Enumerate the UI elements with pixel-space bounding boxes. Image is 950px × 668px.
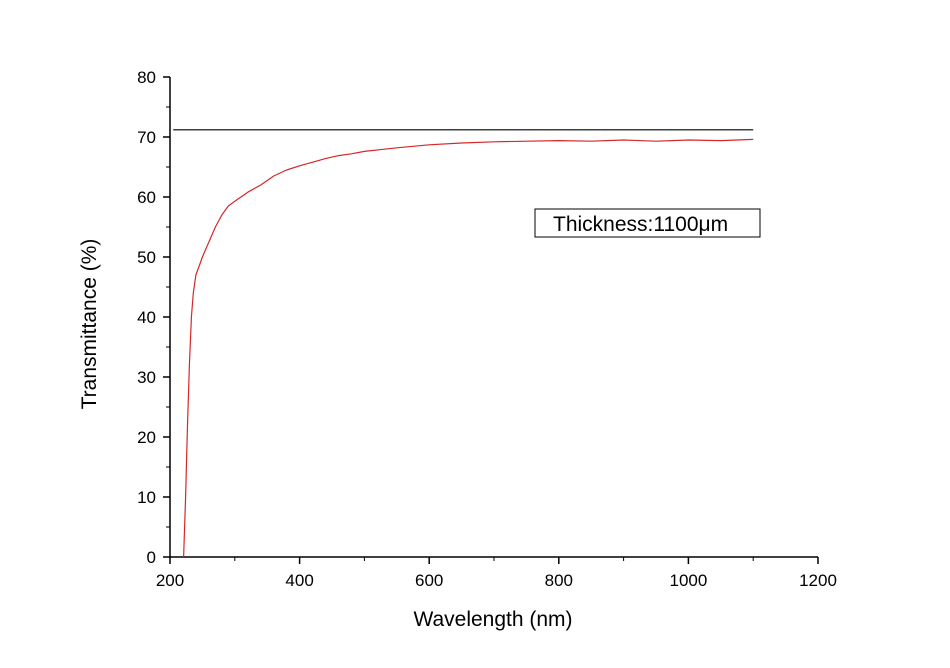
annotation-text: Thickness:1100μm <box>553 213 728 236</box>
series-layer <box>173 129 754 558</box>
y-tick-label: 20 <box>137 428 156 447</box>
x-tick-label: 400 <box>285 571 313 590</box>
y-tick-label: 40 <box>137 308 156 327</box>
annotation-frame <box>534 208 761 238</box>
axes: 0 10 20 30 40 50 60 70 80 200 400 600 800 1000 1200 <box>137 68 837 590</box>
y-tick-label: 60 <box>137 188 156 207</box>
x-tick-label: 600 <box>415 571 443 590</box>
y-tick-label: 0 <box>147 548 156 567</box>
y-axis-title: Transmittance (%) <box>78 239 101 410</box>
annotation-box: Thickness:1100μm <box>534 208 761 238</box>
y-tick-label: 10 <box>137 488 156 507</box>
x-tick-label: 1000 <box>669 571 707 590</box>
y-tick-label: 50 <box>137 248 156 267</box>
x-tick-label: 1200 <box>799 571 837 590</box>
transmittance-line <box>183 138 754 558</box>
y-tick-label: 30 <box>137 368 156 387</box>
x-tick-label: 200 <box>156 571 184 590</box>
y-tick-label: 80 <box>137 68 156 87</box>
x-axis-title: Wavelength (nm) <box>413 608 572 631</box>
y-tick-label: 70 <box>137 128 156 147</box>
x-tick-label: 800 <box>545 571 573 590</box>
